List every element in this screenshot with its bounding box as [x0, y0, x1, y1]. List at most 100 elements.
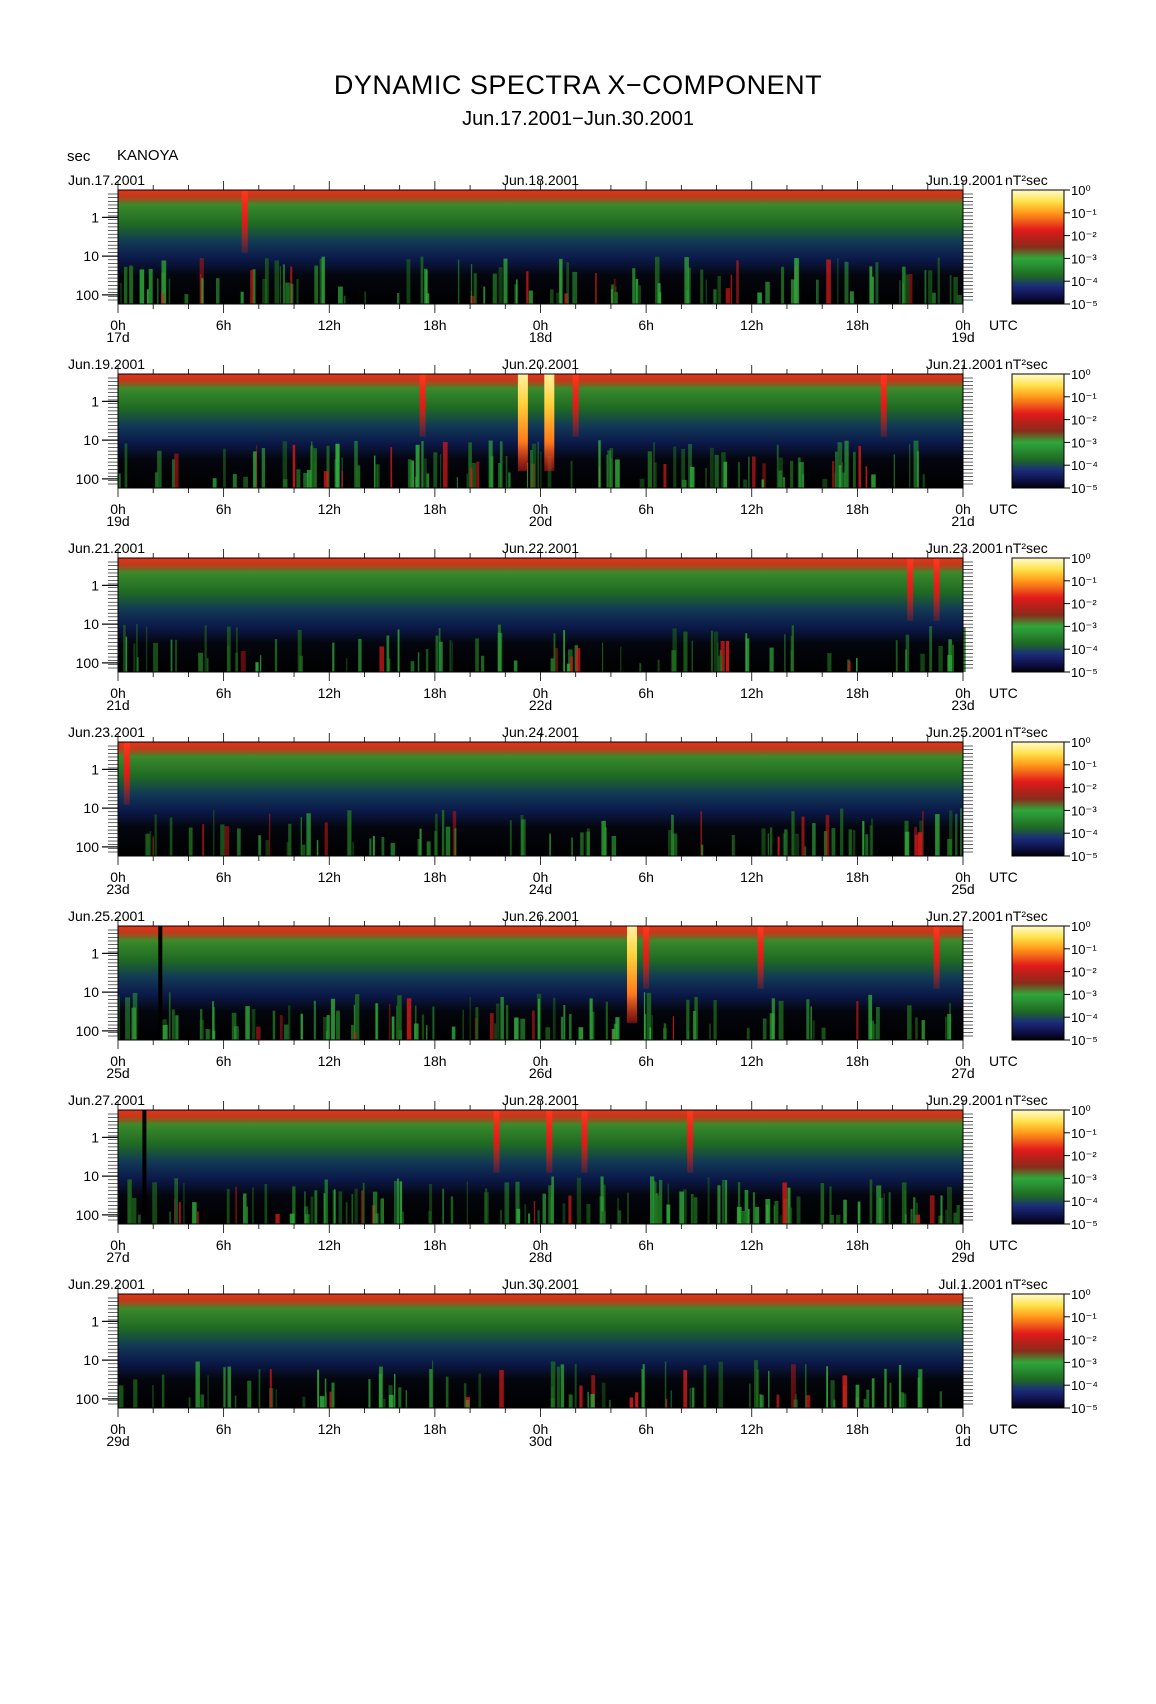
activity-mark: [791, 811, 795, 856]
activity-mark: [201, 278, 204, 304]
activity-mark: [368, 1379, 371, 1408]
activity-mark: [440, 454, 442, 488]
activity-mark: [778, 457, 783, 488]
colorbar-unit-label: nT²sec: [1005, 356, 1048, 372]
colorbar-unit-label: nT²sec: [1005, 1092, 1048, 1108]
activity-mark: [757, 292, 762, 304]
y-tick-label: 10: [83, 1168, 99, 1184]
activity-mark: [279, 1015, 283, 1040]
activity-mark: [617, 1210, 622, 1224]
activity-mark: [730, 274, 733, 304]
activity-mark: [663, 1023, 667, 1040]
colorbar-tick-label: 10⁻³: [1071, 1355, 1097, 1370]
activity-mark: [563, 630, 565, 672]
date-label-start: Jun.27.2001: [68, 1092, 145, 1108]
activity-mark: [806, 1395, 811, 1408]
activity-mark: [705, 279, 707, 304]
activity-mark: [178, 1201, 181, 1224]
activity-mark: [666, 1204, 671, 1224]
activity-mark: [774, 1201, 779, 1224]
activity-mark: [901, 1182, 907, 1224]
activity-mark: [659, 292, 662, 304]
activity-mark: [435, 813, 438, 856]
activity-mark: [655, 256, 660, 304]
activity-mark: [692, 1010, 696, 1040]
activity-mark: [326, 1015, 330, 1040]
colorbar-tick-label: 10⁻¹: [1071, 758, 1097, 773]
activity-mark: [602, 642, 604, 672]
activity-mark: [915, 1017, 918, 1040]
activity-mark: [900, 1392, 904, 1408]
activity-mark: [575, 648, 581, 672]
activity-mark: [240, 651, 246, 672]
activity-mark: [406, 998, 412, 1040]
activity-mark: [302, 1396, 306, 1408]
activity-mark: [752, 1192, 755, 1224]
activity-mark: [672, 833, 678, 856]
activity-mark: [566, 663, 571, 672]
activity-mark: [338, 286, 343, 304]
activity-mark: [288, 1005, 291, 1040]
activity-mark: [713, 1000, 717, 1040]
activity-mark: [346, 658, 348, 672]
activity-mark: [724, 1180, 728, 1224]
activity-mark: [397, 1178, 399, 1224]
activity-mark: [236, 627, 238, 672]
activity-mark: [921, 1020, 925, 1040]
activity-mark: [924, 270, 927, 304]
activity-mark: [296, 279, 299, 304]
activity-mark: [398, 1030, 402, 1040]
activity-mark: [920, 653, 925, 672]
activity-mark: [118, 995, 120, 1040]
activity-mark: [540, 451, 542, 488]
x-tick-label: 12h: [318, 1053, 341, 1069]
activity-mark: [736, 1206, 742, 1224]
colorbar-tick-label: 10⁰: [1071, 367, 1091, 382]
y-tick-label: 100: [76, 655, 100, 671]
activity-mark: [935, 814, 940, 856]
activity-mark: [288, 286, 290, 304]
activity-mark: [146, 289, 149, 304]
y-tick-label: 10: [83, 248, 99, 264]
activity-mark: [372, 835, 375, 856]
activity-mark: [555, 648, 558, 672]
event-mark: [627, 926, 637, 1023]
y-tick-label: 1: [91, 393, 99, 409]
activity-mark: [255, 662, 259, 672]
activity-mark: [895, 640, 898, 672]
x-tick-label: 12h: [318, 869, 341, 885]
colorbar-tick-label: 10⁻³: [1071, 987, 1097, 1002]
activity-mark: [125, 636, 128, 672]
activity-mark: [909, 274, 913, 304]
activity-mark: [566, 262, 568, 304]
activity-mark: [904, 831, 910, 856]
activity-mark: [530, 450, 533, 488]
activity-mark: [417, 839, 421, 856]
activity-mark: [791, 1364, 796, 1408]
colorbar-tick-label: 10⁻¹: [1071, 942, 1097, 957]
activity-mark: [576, 1177, 582, 1224]
activity-mark: [953, 1212, 957, 1224]
date-label-end: Jun.25.2001: [926, 724, 1003, 740]
activity-mark: [500, 997, 504, 1040]
activity-mark: [375, 1213, 379, 1224]
activity-mark: [442, 441, 448, 488]
activity-mark: [840, 808, 844, 856]
date-label-start: Jun.29.2001: [68, 1276, 145, 1292]
event-mark: [757, 926, 764, 989]
colorbar-tick-label: 10⁰: [1071, 551, 1091, 566]
x-tick-label: 18h: [846, 685, 869, 701]
activity-mark: [188, 1397, 191, 1408]
activity-mark: [538, 998, 540, 1040]
activity-mark: [478, 1373, 482, 1408]
activity-mark: [916, 1202, 918, 1224]
day-label: 21d: [951, 513, 974, 529]
activity-mark: [905, 649, 907, 672]
activity-mark: [282, 441, 287, 488]
activity-mark: [615, 459, 620, 488]
x-tick-label: 0h: [110, 1421, 126, 1437]
activity-mark: [681, 449, 686, 488]
activity-mark: [876, 1185, 882, 1224]
day-label: 29d: [106, 1433, 129, 1449]
activity-mark: [639, 478, 645, 488]
